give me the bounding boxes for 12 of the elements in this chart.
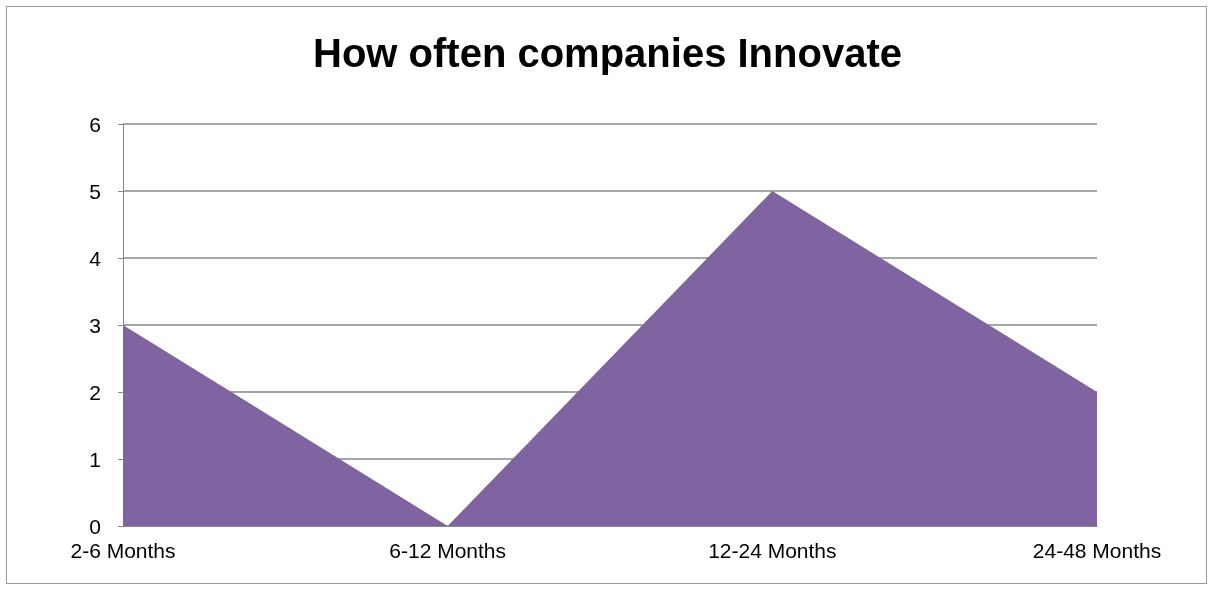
y-tick-label: 0 bbox=[89, 514, 101, 538]
x-tick-label: 24-48 Months bbox=[1032, 539, 1162, 562]
x-tick-label: 2-6 Months bbox=[70, 539, 176, 562]
y-tick-label: 5 bbox=[89, 179, 101, 203]
y-tick-label: 3 bbox=[89, 313, 101, 337]
x-tick-label: 6-12 Months bbox=[389, 539, 507, 562]
y-tick-label: 2 bbox=[89, 380, 101, 404]
chart-title: How often companies Innovate bbox=[313, 31, 902, 75]
y-tick-label: 1 bbox=[89, 447, 101, 471]
y-tick-label: 4 bbox=[89, 246, 102, 270]
y-tick-label: 6 bbox=[89, 112, 101, 136]
x-tick-label: 12-24 Months bbox=[708, 539, 837, 562]
